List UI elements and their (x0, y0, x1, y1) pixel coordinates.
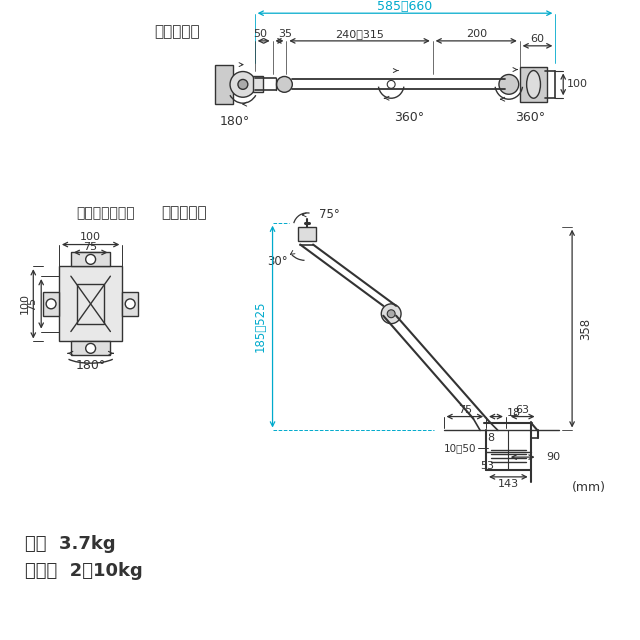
Ellipse shape (527, 70, 540, 98)
Bar (43, 292, 59, 316)
Bar (215, 65, 233, 104)
Circle shape (46, 299, 56, 309)
Text: 《取り付け部》: 《取り付け部》 (76, 206, 134, 220)
Text: (mm): (mm) (572, 481, 606, 494)
Circle shape (499, 74, 518, 94)
Text: 100: 100 (80, 232, 101, 242)
Circle shape (230, 72, 256, 97)
Text: 50: 50 (253, 29, 267, 39)
Text: 耐荷重  2～10kg: 耐荷重 2～10kg (26, 562, 143, 580)
Text: 53: 53 (480, 461, 494, 471)
Text: 重量  3.7kg: 重量 3.7kg (26, 535, 116, 553)
Text: 75°: 75° (319, 209, 339, 221)
Text: 75: 75 (28, 297, 37, 311)
Text: 358: 358 (579, 317, 593, 340)
Bar (59, 266, 122, 341)
Text: 360°: 360° (394, 111, 424, 125)
Text: 90: 90 (547, 452, 561, 462)
Text: 8: 8 (487, 433, 494, 444)
Text: 63: 63 (516, 404, 530, 415)
Text: 35: 35 (278, 29, 292, 39)
Bar (298, 227, 316, 241)
Circle shape (381, 304, 401, 324)
Bar (520, 67, 547, 102)
Bar (71, 341, 111, 355)
Text: 75: 75 (84, 241, 98, 252)
Text: 10～50: 10～50 (444, 444, 476, 453)
Circle shape (125, 299, 135, 309)
Text: 100: 100 (19, 293, 29, 314)
Text: 180°: 180° (76, 358, 106, 372)
Text: 180°: 180° (220, 115, 250, 129)
Text: 30°: 30° (267, 255, 288, 268)
Circle shape (387, 81, 395, 88)
Circle shape (238, 79, 248, 90)
Text: 240～315: 240～315 (335, 29, 384, 39)
Bar (253, 76, 262, 92)
Circle shape (387, 310, 395, 317)
Text: 75: 75 (458, 404, 472, 415)
Bar (77, 284, 104, 324)
Circle shape (86, 344, 95, 353)
Text: 18: 18 (507, 408, 521, 418)
Text: 185～525: 185～525 (253, 301, 266, 353)
Text: 360°: 360° (515, 111, 546, 125)
Text: 100: 100 (566, 79, 588, 90)
Bar (122, 292, 138, 316)
Text: 《上面図》: 《上面図》 (154, 24, 200, 40)
Circle shape (86, 255, 95, 264)
Text: 《側面図》: 《側面図》 (162, 205, 207, 220)
Text: 585～660: 585～660 (378, 0, 433, 13)
Text: 200: 200 (466, 29, 487, 39)
Text: 143: 143 (498, 479, 519, 489)
Circle shape (276, 76, 292, 92)
Text: 60: 60 (531, 34, 545, 44)
Bar (71, 252, 111, 266)
